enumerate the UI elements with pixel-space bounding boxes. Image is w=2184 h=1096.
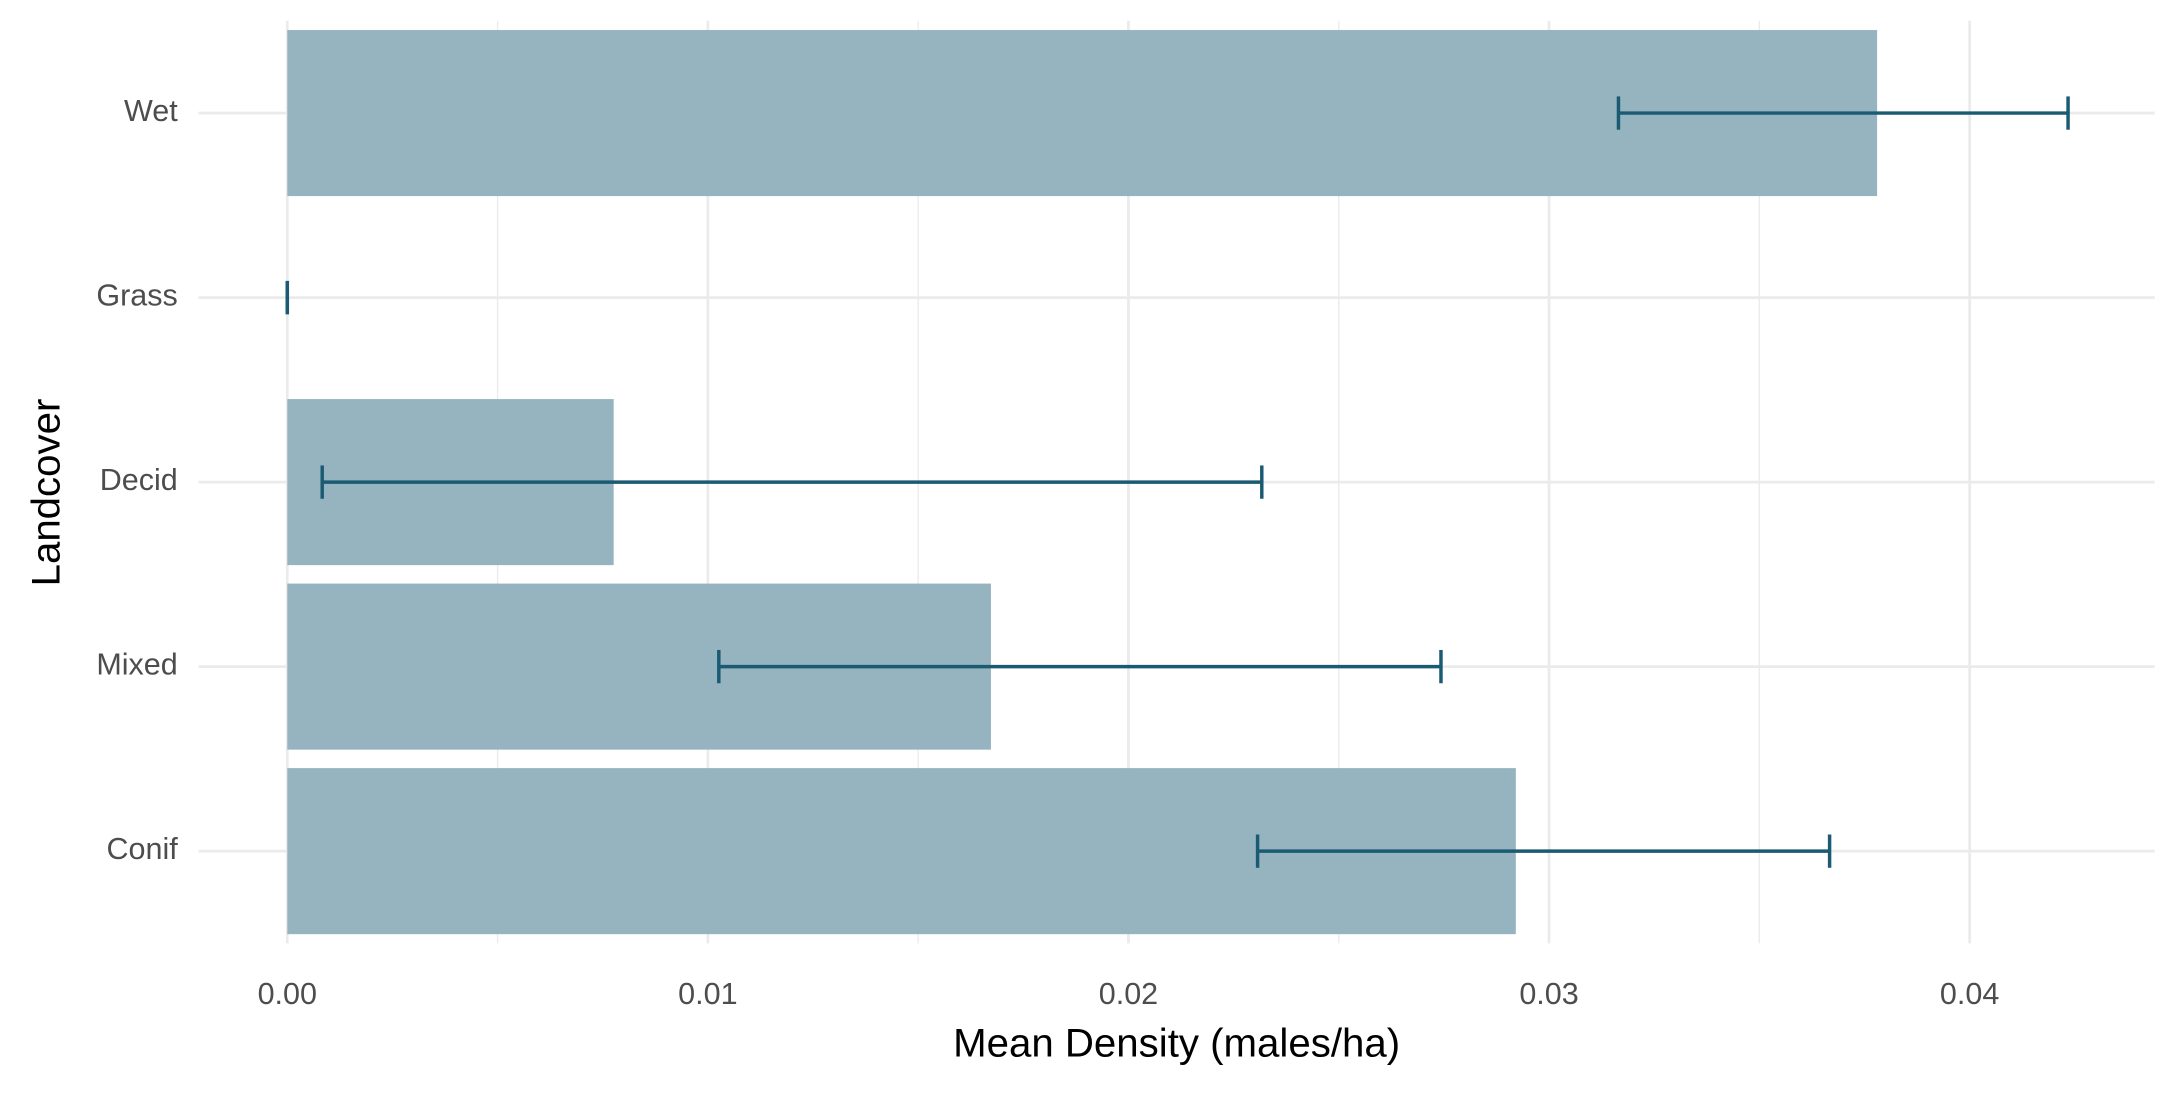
x-tick-label: 0.01 bbox=[678, 977, 737, 1011]
y-tick-label: Grass bbox=[96, 279, 177, 313]
y-tick-label: Decid bbox=[100, 463, 178, 497]
error-bar bbox=[320, 465, 1264, 499]
y-tick-label: Wet bbox=[124, 94, 178, 128]
x-tick-label: 0.04 bbox=[1940, 977, 1999, 1011]
x-axis-title: Mean Density (males/ha) bbox=[953, 1021, 1400, 1066]
x-tick-label: 0.03 bbox=[1519, 977, 1578, 1011]
bar bbox=[287, 30, 1878, 197]
error-bar bbox=[717, 649, 1443, 684]
y-tick-label: Mixed bbox=[96, 648, 177, 682]
x-tick-label: 0.02 bbox=[1099, 977, 1158, 1011]
error-bar bbox=[1616, 96, 2070, 130]
x-tick-label: 0.00 bbox=[258, 977, 317, 1011]
error-bar bbox=[1255, 834, 1832, 868]
y-tick-label: Conif bbox=[106, 832, 178, 866]
y-axis-title: Landcover bbox=[23, 399, 68, 587]
